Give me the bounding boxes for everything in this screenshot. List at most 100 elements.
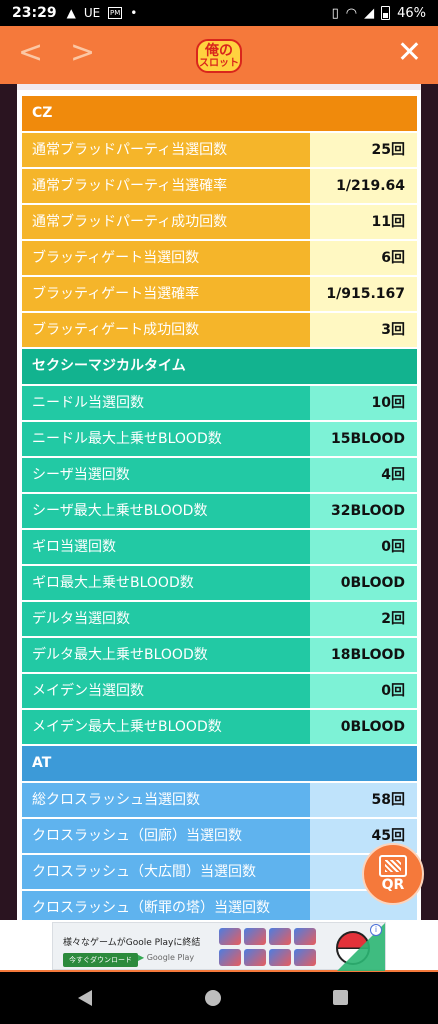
row-value: 0BLOOD xyxy=(310,710,417,744)
battery-percent: 46% xyxy=(397,5,426,21)
ad-banner-bar: 様々なゲームがGoole Playに終結 今すぐダウンロード Google Pl… xyxy=(0,920,438,972)
ad-title: 様々なゲームがGoole Playに終結 xyxy=(63,938,201,948)
table-row: デルタ最大上乗せBLOOD数 18BLOOD xyxy=(22,636,417,672)
row-value: 1/219.64 xyxy=(310,169,417,203)
section-at: AT 総クロスラッシュ当選回数 58回 クロスラッシュ（回廊）当選回数 45回 クロ… xyxy=(22,746,417,920)
warning-icon: ▲ xyxy=(66,6,76,20)
forward-arrow-icon[interactable]: > xyxy=(70,35,96,70)
status-notification-icons: ▲ UE PM • xyxy=(67,6,138,20)
ad-download-button[interactable]: 今すぐダウンロード xyxy=(63,953,138,967)
close-icon[interactable]: ✕ xyxy=(396,35,422,70)
row-value: 32BLOOD xyxy=(310,494,417,528)
row-label: メイデン当選回数 xyxy=(22,674,310,708)
row-label: クロスラッシュ（大広間）当選回数 xyxy=(22,855,310,889)
game-thumbnail-icon xyxy=(294,928,316,945)
row-label: メイデン最大上乗せBLOOD数 xyxy=(22,710,310,744)
section-title: セクシーマジカルタイム xyxy=(22,349,417,384)
pm-icon: PM xyxy=(108,7,123,19)
status-system-icons: ▯ ◠ ◢ 46% xyxy=(332,6,426,21)
ue-icon: UE xyxy=(83,6,101,20)
google-play-label: Google Play xyxy=(138,953,194,962)
row-label: デルタ当選回数 xyxy=(22,602,310,636)
row-value: 58回 xyxy=(310,783,417,817)
table-row: ニードル最大上乗せBLOOD数 15BLOOD xyxy=(22,420,417,456)
table-row: クロスラッシュ（回廊）当選回数 45回 xyxy=(22,817,417,853)
game-thumbnail-icon xyxy=(269,928,291,945)
row-value: 15BLOOD xyxy=(310,422,417,456)
game-thumbnail-icon xyxy=(244,928,266,945)
table-row: ギロ当選回数 0回 xyxy=(22,528,417,564)
table-row: シーザ最大上乗せBLOOD数 32BLOOD xyxy=(22,492,417,528)
status-bar: 23:29 ▲ UE PM • ▯ ◠ ◢ 46% xyxy=(0,0,438,26)
nav-back-icon[interactable] xyxy=(78,990,92,1006)
table-row: ブラッティゲート当選確率 1/915.167 xyxy=(22,275,417,311)
game-thumbnail-icon xyxy=(244,948,266,966)
table-row: ブラッティゲート当選回数 6回 xyxy=(22,239,417,275)
row-value: 6回 xyxy=(310,241,417,275)
row-value: 0BLOOD xyxy=(310,566,417,600)
data-card: CZ 通常ブラッドパーティ当選回数 25回 通常ブラッドパーティ当選確率 1/219… xyxy=(17,84,421,920)
qr-code-icon xyxy=(379,855,407,877)
game-thumbnail-icon xyxy=(219,928,241,945)
table-row: ブラッティゲート成功回数 3回 xyxy=(22,311,417,347)
row-label: ニードル当選回数 xyxy=(22,386,310,420)
table-row: クロスラッシュ（大広間）当選回数 xyxy=(22,853,417,889)
system-navigation-bar xyxy=(0,972,438,1024)
table-row: デルタ当選回数 2回 xyxy=(22,600,417,636)
game-thumbnail-icon xyxy=(294,948,316,966)
row-value: 4回 xyxy=(310,458,417,492)
row-label: クロスラッシュ（断罪の塔）当選回数 xyxy=(22,891,310,920)
table-row: メイデン当選回数 0回 xyxy=(22,672,417,708)
nav-recents-icon[interactable] xyxy=(333,990,348,1005)
battery-icon xyxy=(381,6,391,20)
row-value: 0回 xyxy=(310,674,417,708)
vibrate-icon: ▯ xyxy=(331,5,339,21)
table-row: ギロ最大上乗せBLOOD数 0BLOOD xyxy=(22,564,417,600)
row-value: 0回 xyxy=(310,530,417,564)
row-value: 18BLOOD xyxy=(310,638,417,672)
table-row: 通常ブラッドパーティ当選確率 1/219.64 xyxy=(22,167,417,203)
row-label: 通常ブラッドパーティ当選確率 xyxy=(22,169,310,203)
table-row: 総クロスラッシュ当選回数 58回 xyxy=(22,781,417,817)
app-header: < > 俺の スロット ✕ xyxy=(0,26,438,84)
wifi-icon: ◠ xyxy=(345,5,358,21)
scroll-content[interactable]: CZ 通常ブラッドパーティ当選回数 25回 通常ブラッドパーティ当選確率 1/219… xyxy=(0,84,438,920)
qr-button[interactable]: QR xyxy=(362,843,424,905)
row-value: 1/915.167 xyxy=(310,277,417,311)
status-time: 23:29 xyxy=(12,5,57,21)
ad-game-thumbnails xyxy=(219,928,329,966)
table-row: 通常ブラッドパーティ当選回数 25回 xyxy=(22,131,417,167)
row-label: シーザ当選回数 xyxy=(22,458,310,492)
row-label: ギロ当選回数 xyxy=(22,530,310,564)
app-logo: 俺の スロット xyxy=(196,39,242,73)
table-row: メイデン最大上乗せBLOOD数 0BLOOD xyxy=(22,708,417,744)
nav-home-icon[interactable] xyxy=(205,990,221,1006)
signal-icon: ◢ xyxy=(364,5,375,21)
dot-icon: • xyxy=(130,6,138,20)
row-label: ギロ最大上乗せBLOOD数 xyxy=(22,566,310,600)
section-sexy-magical-time: セクシーマジカルタイム ニードル当選回数 10回 ニードル最大上乗せBLOOD数 1… xyxy=(22,349,417,744)
row-value: 2回 xyxy=(310,602,417,636)
ad-banner[interactable]: 様々なゲームがGoole Playに終結 今すぐダウンロード Google Pl… xyxy=(52,922,386,971)
section-title: CZ xyxy=(22,96,417,131)
row-label: シーザ最大上乗せBLOOD数 xyxy=(22,494,310,528)
ad-info-icon[interactable]: i xyxy=(370,924,382,936)
qr-button-label: QR xyxy=(381,877,405,893)
table-row: クロスラッシュ（断罪の塔）当選回数 xyxy=(22,889,417,920)
table-row: 通常ブラッドパーティ成功回数 11回 xyxy=(22,203,417,239)
row-label: 通常ブラッドパーティ当選回数 xyxy=(22,133,310,167)
section-title: AT xyxy=(22,746,417,781)
section-cz: CZ 通常ブラッドパーティ当選回数 25回 通常ブラッドパーティ当選確率 1/219… xyxy=(22,96,417,347)
row-label: ニードル最大上乗せBLOOD数 xyxy=(22,422,310,456)
row-label: ブラッティゲート当選回数 xyxy=(22,241,310,275)
row-label: ブラッティゲート当選確率 xyxy=(22,277,310,311)
row-label: 総クロスラッシュ当選回数 xyxy=(22,783,310,817)
game-thumbnail-icon xyxy=(269,948,291,966)
table-row: ニードル当選回数 10回 xyxy=(22,384,417,420)
back-arrow-icon[interactable]: < xyxy=(18,35,44,70)
row-value: 3回 xyxy=(310,313,417,347)
game-thumbnail-icon xyxy=(219,948,241,966)
row-value: 11回 xyxy=(310,205,417,239)
row-label: デルタ最大上乗せBLOOD数 xyxy=(22,638,310,672)
row-value: 10回 xyxy=(310,386,417,420)
